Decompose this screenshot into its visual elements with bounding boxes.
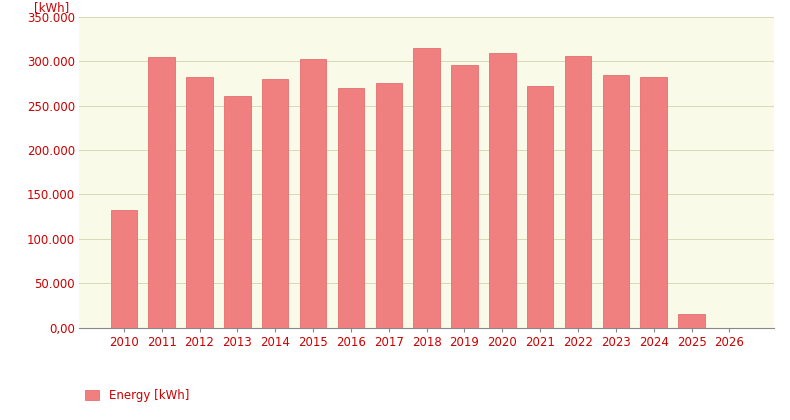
- Bar: [413, 48, 440, 328]
- Legend: Energy [kWh]: Energy [kWh]: [85, 389, 189, 402]
- Bar: [489, 53, 516, 328]
- Bar: [603, 74, 629, 328]
- Bar: [375, 82, 402, 328]
- Bar: [451, 65, 478, 328]
- Bar: [337, 88, 364, 328]
- Text: [kWh]: [kWh]: [34, 1, 69, 14]
- Bar: [149, 57, 175, 328]
- Bar: [300, 59, 326, 328]
- Bar: [111, 210, 137, 328]
- Bar: [565, 56, 591, 328]
- Bar: [262, 79, 288, 328]
- Bar: [679, 314, 705, 328]
- Bar: [641, 77, 667, 328]
- Bar: [186, 77, 213, 328]
- Bar: [224, 96, 250, 328]
- Bar: [527, 86, 553, 328]
